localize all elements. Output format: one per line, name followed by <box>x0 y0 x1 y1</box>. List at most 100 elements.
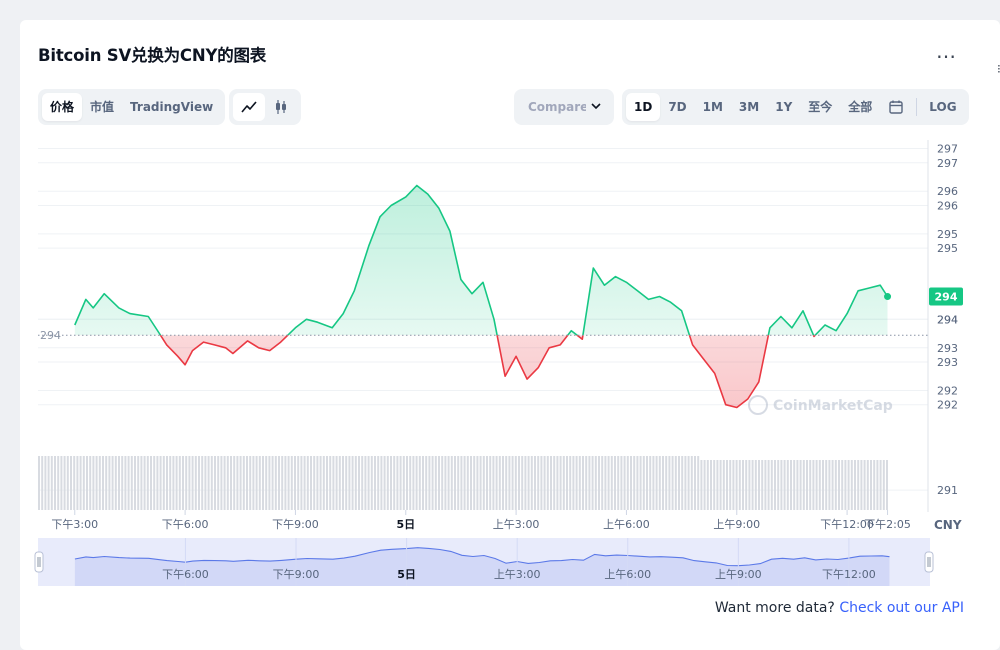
volume-bar <box>626 456 629 510</box>
volume-bar <box>322 456 325 510</box>
volume-bar <box>428 456 431 510</box>
volume-bar <box>569 456 572 510</box>
volume-bar <box>726 460 728 510</box>
volume-bar <box>642 456 645 510</box>
compare-label: Compare with <box>528 100 586 114</box>
volume-bar <box>121 456 124 510</box>
volume-bar <box>735 460 738 510</box>
volume-bar <box>191 456 194 510</box>
volume-bar <box>831 460 834 510</box>
tab-market-cap[interactable]: 市值 <box>90 100 115 114</box>
volume-bar <box>89 456 92 510</box>
range-1m[interactable]: 1M <box>702 100 723 114</box>
volume-bar <box>223 456 226 510</box>
volume-bar <box>834 460 837 510</box>
volume-bar <box>290 456 293 510</box>
volume-bar <box>230 456 232 510</box>
volume-bar <box>367 456 370 510</box>
y-tick-label: 296 <box>937 185 958 198</box>
range-7d[interactable]: 7D <box>668 100 687 114</box>
volume-bar <box>156 456 159 510</box>
range-3m[interactable]: 3M <box>738 100 760 114</box>
volume-bar <box>198 456 200 510</box>
calendar-icon[interactable] <box>880 93 912 121</box>
volume-bar <box>655 456 658 510</box>
x-tick-label: 上午9:00 <box>713 518 760 531</box>
volume-bar <box>783 460 786 510</box>
log-toggle[interactable]: LOG <box>929 100 957 114</box>
navigator-tick-label: 下午12:00 <box>822 568 876 581</box>
volume-bar <box>76 456 79 510</box>
volume-bar <box>838 460 840 510</box>
candlestick-icon[interactable] <box>265 93 297 121</box>
volume-bar <box>338 456 341 510</box>
compare-dropdown[interactable]: Compare with <box>514 89 614 125</box>
volume-bar <box>95 456 98 510</box>
volume-bar <box>710 460 712 510</box>
x-tick-label: 上午6:00 <box>603 518 650 531</box>
y-tick-label: 296 <box>937 199 958 212</box>
volume-bar <box>479 456 482 510</box>
volume-bar <box>271 456 274 510</box>
volume-bar <box>882 460 885 510</box>
volume-bar <box>252 456 255 510</box>
range-1d[interactable]: 1D <box>626 93 661 121</box>
volume-bar <box>434 456 437 510</box>
volume-bar <box>476 456 479 510</box>
volume-bar <box>406 456 408 510</box>
volume-bar <box>543 456 546 510</box>
volume-bar <box>50 456 53 510</box>
y-tick-label: 294 <box>937 313 958 326</box>
price-line-up <box>74 184 889 336</box>
volume-bar <box>812 460 815 510</box>
range-ytd[interactable]: 至今 <box>808 100 833 114</box>
api-link[interactable]: Check out our API <box>839 600 964 616</box>
volume-bar <box>329 456 332 510</box>
coinmarketcap-logo-icon <box>748 395 768 415</box>
line-chart-icon[interactable] <box>233 93 265 121</box>
volume-bar <box>582 456 584 510</box>
volume-bar <box>342 456 344 510</box>
x-tick-label: 下午2:05 <box>864 518 911 531</box>
navigator-area <box>74 547 890 586</box>
volume-bar <box>351 456 354 510</box>
volume-bar <box>409 456 412 510</box>
volume-bar <box>134 456 136 510</box>
volume-bar <box>162 456 165 510</box>
volume-bar <box>521 456 524 510</box>
volume-bar <box>57 456 60 510</box>
volume-bar <box>313 456 316 510</box>
navigator-handle[interactable] <box>34 551 44 573</box>
volume-bar <box>614 456 616 510</box>
volume-bar <box>489 456 492 510</box>
chart-style-tabs <box>229 89 301 125</box>
more-options-icon[interactable]: … <box>936 39 957 63</box>
volume-bar <box>172 456 175 510</box>
volume-bar <box>345 456 348 510</box>
current-price-tag-label: 294 <box>935 291 958 304</box>
navigator[interactable]: 下午6:00 下午9:00 5日 上午3:00 上午6:00 上午9:00 下午12:00 <box>34 538 934 586</box>
x-tick-label: 5日 <box>396 518 415 531</box>
x-tick-label: 下午6:00 <box>162 518 209 531</box>
tab-price[interactable]: 价格 <box>42 93 83 121</box>
volume-bar <box>412 456 415 510</box>
volume-bar <box>460 456 463 510</box>
range-all[interactable]: 全部 <box>848 100 873 114</box>
volume-bar <box>332 456 335 510</box>
volume-bar <box>159 456 162 510</box>
area-below-baseline <box>160 335 816 408</box>
navigator-handle[interactable] <box>924 551 934 573</box>
volume-bar <box>738 460 741 510</box>
volume-bar <box>668 456 671 510</box>
volume-bar <box>652 456 655 510</box>
volume-bar <box>396 456 399 510</box>
y-tick-label: 292 <box>937 399 958 412</box>
navigator-tick-label: 下午9:00 <box>273 568 320 581</box>
chevron-down-icon <box>591 103 601 110</box>
volume-bar <box>374 456 376 510</box>
volume-bar <box>194 456 197 510</box>
volume-bar <box>473 456 476 510</box>
range-1y[interactable]: 1Y <box>775 100 793 114</box>
tab-tradingview[interactable]: TradingView <box>130 100 214 114</box>
